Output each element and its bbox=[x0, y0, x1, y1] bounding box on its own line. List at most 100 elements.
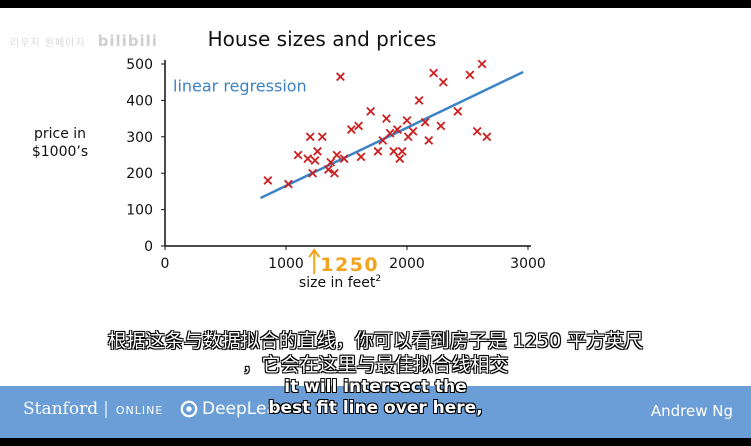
data-point-stroke bbox=[329, 168, 339, 178]
y-tick-label: 0 bbox=[144, 239, 153, 255]
data-point bbox=[346, 125, 356, 134]
data-point bbox=[414, 95, 424, 105]
x-axis-label: size in feet2 bbox=[299, 274, 381, 291]
data-point bbox=[308, 168, 318, 178]
annotation-arrow-head bbox=[308, 248, 321, 258]
data-point bbox=[420, 117, 430, 127]
data-point bbox=[395, 154, 405, 164]
y-tick-label: 400 bbox=[126, 93, 153, 109]
subtitle-cn-line1: 根据这条与数据拟合的直线，你可以看到房子是 1250 平方英尺 bbox=[107, 330, 644, 352]
data-point bbox=[336, 72, 345, 82]
data-point bbox=[453, 106, 463, 116]
data-point bbox=[472, 126, 482, 136]
data-point bbox=[438, 77, 448, 87]
data-point bbox=[283, 179, 293, 189]
data-point-stroke bbox=[305, 132, 315, 142]
data-point bbox=[408, 126, 418, 136]
data-point-stroke bbox=[420, 117, 430, 127]
data-point-stroke bbox=[392, 125, 402, 134]
data-point bbox=[303, 154, 313, 164]
y-axis-label-line1: price in bbox=[34, 126, 86, 142]
watermark: 리우지 원페이지 bilibili bbox=[10, 32, 158, 50]
y-tick-label: 500 bbox=[126, 57, 153, 73]
data-point-stroke bbox=[395, 154, 405, 164]
data-point bbox=[385, 128, 395, 138]
x-axis-label-text: size in feet bbox=[299, 275, 376, 291]
y-tick-label: 100 bbox=[126, 203, 153, 219]
data-point-stroke bbox=[308, 168, 318, 178]
annotation-group: 1250 bbox=[308, 248, 379, 276]
annotation-label: 1250 bbox=[320, 254, 379, 276]
data-point-stroke bbox=[263, 176, 273, 185]
data-point bbox=[317, 132, 327, 142]
data-point bbox=[424, 136, 434, 145]
axis-ticks: 0 1000 2000 3000 0 100 200 300 400 500 bbox=[126, 57, 546, 272]
regression-line-label: linear regression bbox=[173, 76, 307, 95]
x-tick-label: 3000 bbox=[510, 256, 546, 272]
data-point bbox=[378, 136, 388, 145]
data-point-stroke bbox=[477, 59, 487, 69]
data-point-stroke bbox=[378, 136, 388, 145]
data-point-stroke bbox=[293, 150, 303, 160]
data-point bbox=[429, 68, 439, 78]
data-point-stroke bbox=[346, 125, 356, 134]
bilibili-logo: bilibili bbox=[97, 32, 158, 50]
data-point bbox=[305, 132, 315, 142]
data-point-stroke bbox=[472, 126, 482, 136]
data-point bbox=[392, 125, 402, 134]
data-point-stroke bbox=[332, 150, 342, 160]
stanford-online-logo: Stanford | ONLINE bbox=[23, 399, 164, 419]
stanford-text: Stanford bbox=[23, 399, 99, 419]
x-tick-label: 0 bbox=[161, 256, 170, 272]
data-point bbox=[465, 70, 475, 80]
data-point-stroke bbox=[313, 146, 322, 156]
data-point-stroke bbox=[366, 106, 376, 116]
data-point bbox=[477, 59, 487, 69]
online-text: ONLINE bbox=[115, 404, 164, 417]
subtitle-en-line1: it will intersect the bbox=[284, 377, 467, 397]
data-point-stroke bbox=[373, 146, 383, 156]
data-point bbox=[482, 132, 492, 142]
data-point-stroke bbox=[323, 165, 333, 174]
data-point bbox=[381, 114, 391, 124]
data-point-stroke bbox=[429, 68, 439, 78]
data-point bbox=[310, 156, 320, 165]
data-point-stroke bbox=[336, 72, 345, 82]
data-point bbox=[356, 152, 366, 162]
data-point-stroke bbox=[424, 136, 434, 145]
data-point-stroke bbox=[339, 154, 349, 164]
course-footer-bar: Stanford | ONLINE DeepLea Andrew Ng bbox=[0, 386, 751, 438]
deeplearning-text: DeepLea bbox=[202, 399, 277, 419]
data-point bbox=[402, 115, 412, 125]
data-point-stroke bbox=[389, 146, 399, 156]
data-point-stroke bbox=[482, 132, 492, 142]
data-point bbox=[323, 165, 333, 174]
x-axis-label-superscript: 2 bbox=[375, 274, 381, 284]
data-point bbox=[329, 168, 339, 178]
data-point-stroke bbox=[465, 70, 475, 80]
instructor-name: Andrew Ng bbox=[650, 402, 733, 420]
video-frame[interactable]: 리우지 원페이지 bilibili House sizes and prices … bbox=[0, 8, 751, 438]
y-tick-label: 200 bbox=[126, 166, 153, 182]
watermark-text: 리우지 원페이지 bbox=[10, 38, 86, 49]
subtitle-cn-line2: ，它会在这里与最佳拟合线相交 bbox=[242, 354, 509, 376]
axes bbox=[164, 60, 531, 247]
data-point-stroke bbox=[397, 146, 407, 156]
chart-title: House sizes and prices bbox=[208, 27, 437, 51]
data-point-stroke bbox=[356, 152, 366, 162]
data-point bbox=[354, 121, 364, 131]
data-point bbox=[397, 146, 407, 156]
data-point-stroke bbox=[438, 77, 448, 87]
data-point-stroke bbox=[283, 179, 293, 189]
x-tick-label: 1000 bbox=[268, 256, 304, 272]
data-point-stroke bbox=[402, 115, 412, 125]
data-point bbox=[366, 106, 376, 116]
data-point-stroke bbox=[310, 156, 320, 165]
data-point-stroke bbox=[354, 121, 364, 131]
regression-line-group: linear regression bbox=[173, 70, 524, 200]
data-point bbox=[373, 146, 383, 156]
data-point bbox=[389, 146, 399, 156]
data-point-stroke bbox=[408, 126, 418, 136]
data-point-stroke bbox=[317, 132, 327, 142]
x-tick-label: 2000 bbox=[389, 256, 425, 272]
